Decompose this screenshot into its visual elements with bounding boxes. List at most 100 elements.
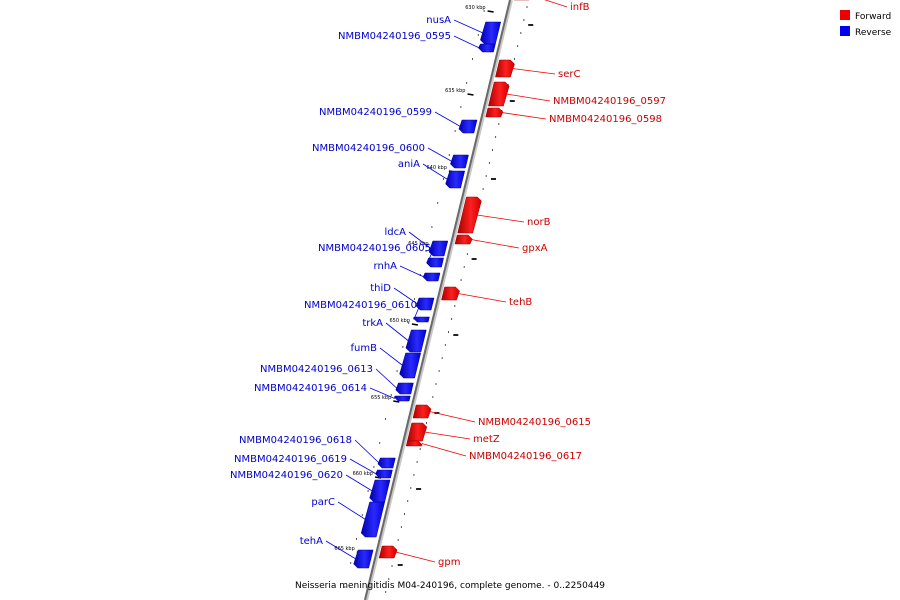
- track-dot: [517, 45, 519, 47]
- gene-leader-NMBM04240196_0618: [354, 439, 380, 464]
- gene-label-infB[interactable]: infB: [570, 2, 590, 13]
- tick-label: 640 kbp: [427, 165, 447, 171]
- gene-leader-aniA: [422, 163, 448, 180]
- genome-backbone: [364, 0, 511, 600]
- track-dash: [471, 258, 477, 260]
- gene-arrow-NMBM04240196_0617[interactable]: [405, 440, 423, 447]
- gene-arrow-NMBM04240196_0613[interactable]: [395, 382, 414, 395]
- gene-arrow-norB[interactable]: [457, 196, 482, 234]
- gene-label-NMBM04240196_0599[interactable]: NMBM04240196_0599: [319, 107, 432, 118]
- gene-leader-NMBM04240196_0619: [349, 458, 377, 475]
- track-dash: [416, 488, 422, 490]
- gene-label-NMBM04240196_0614[interactable]: NMBM04240196_0614: [254, 383, 367, 394]
- gene-arrow-gpxA[interactable]: [454, 234, 473, 245]
- gene-leader-NMBM04240196_0617: [421, 443, 467, 457]
- gene-label-aniA[interactable]: aniA: [398, 159, 420, 170]
- gene-arrow-NMBM04240196_0610[interactable]: [412, 316, 430, 323]
- track-dot: [463, 266, 465, 268]
- track-dot: [390, 394, 392, 396]
- gene-leader-NMBM04240196_0600: [427, 147, 453, 162]
- gene-label-NMBM04240196_0610[interactable]: NMBM04240196_0610: [304, 300, 417, 311]
- gene-label-NMBM04240196_0613[interactable]: NMBM04240196_0613: [260, 364, 373, 375]
- gene-arrow-NMBM04240196_0615[interactable]: [412, 404, 432, 419]
- gene-label-NMBM04240196_0617[interactable]: NMBM04240196_0617: [469, 451, 582, 462]
- gene-label-nusA[interactable]: nusA: [426, 15, 451, 26]
- gene-arrow-NMBM04240196_0599[interactable]: [458, 119, 478, 134]
- gene-leader-NMBM04240196_0605: [427, 247, 435, 263]
- gene-arrow-parC[interactable]: [360, 501, 386, 538]
- gene-label-NMBM04240196_0620[interactable]: NMBM04240196_0620: [230, 470, 343, 481]
- gene-arrow-fumB[interactable]: [399, 352, 422, 379]
- gene-leader-thiD: [393, 287, 418, 305]
- track-dot: [454, 130, 456, 132]
- track-dot: [441, 357, 443, 359]
- gene-label-fumB[interactable]: fumB: [351, 343, 378, 354]
- gene-arrow-trkA[interactable]: [405, 329, 427, 353]
- gene-label-metZ[interactable]: metZ: [473, 434, 500, 445]
- gene-label-NMBM04240196_0598[interactable]: NMBM04240196_0598: [549, 114, 662, 125]
- gene-arrow-thiD[interactable]: [415, 297, 435, 311]
- gene-arrow-rnhA[interactable]: [422, 272, 441, 282]
- gene-label-trkA[interactable]: trkA: [362, 318, 383, 329]
- gene-arrow-NMBM04240196_0600[interactable]: [450, 154, 469, 169]
- track-dot: [404, 513, 405, 515]
- gene-arrow-tehB[interactable]: [441, 286, 460, 301]
- tick-mark: [393, 400, 400, 403]
- gene-label-norB[interactable]: norB: [527, 217, 551, 228]
- gene-label-serC[interactable]: serC: [558, 69, 580, 80]
- track-dot: [361, 514, 363, 516]
- tick-label: 665 kbp: [334, 546, 354, 552]
- tick-label: 635 kbp: [445, 88, 465, 94]
- gene-arrow-NMBM04240196_0605[interactable]: [426, 257, 444, 268]
- track-dot: [396, 370, 398, 372]
- gene-arrow-gpm[interactable]: [378, 545, 398, 559]
- gene-labels: infB nusA NMBM04240196_0595 serC NMBM0424019…: [230, 0, 666, 568]
- gene-arrow-NMBM04240196_0595[interactable]: [478, 43, 496, 53]
- gene-arrow-NMBM04240196_0598[interactable]: [485, 107, 504, 118]
- gene-label-rnhA[interactable]: rnhA: [374, 261, 398, 272]
- gene-arrow-NMBM04240196_0618[interactable]: [377, 457, 396, 469]
- track-dot: [451, 318, 453, 320]
- gene-label-NMBM04240196_0615[interactable]: NMBM04240196_0615: [478, 417, 591, 428]
- gene-label-gpm[interactable]: gpm: [438, 557, 460, 568]
- gene-label-gpxA[interactable]: gpxA: [522, 243, 548, 254]
- gene-leader-NMBM04240196_0598: [501, 112, 547, 120]
- gene-label-NMBM04240196_0595[interactable]: NMBM04240196_0595: [338, 31, 451, 42]
- track-dot: [416, 461, 418, 463]
- gene-arrow-aniA[interactable]: [445, 170, 466, 189]
- gene-label-NMBM04240196_0597[interactable]: NMBM04240196_0597: [553, 96, 666, 107]
- track-dot: [443, 178, 444, 180]
- track-dot: [385, 418, 386, 420]
- gene-leader-NMBM04240196_0614: [369, 387, 395, 399]
- gene-label-tehA[interactable]: tehA: [300, 536, 323, 547]
- gene-label-thiD[interactable]: thiD: [370, 283, 391, 294]
- gene-label-parC[interactable]: parC: [311, 497, 335, 508]
- gene-label-tehB[interactable]: tehB: [509, 297, 532, 308]
- track-dash: [491, 178, 496, 180]
- gene-arrow-serC[interactable]: [495, 59, 515, 78]
- tick-mark: [411, 323, 419, 326]
- gene-label-NMBM04240196_0618[interactable]: NMBM04240196_0618: [239, 435, 352, 446]
- gene-leader-gpxA: [471, 239, 520, 249]
- gene-label-NMBM04240196_0605[interactable]: NMBM04240196_0605: [318, 243, 431, 254]
- track-dot: [477, 34, 479, 36]
- gene-label-NMBM04240196_0600[interactable]: NMBM04240196_0600: [312, 143, 425, 154]
- gene-arrow-NMBM04240196_0614[interactable]: [393, 395, 411, 402]
- track-dot: [413, 474, 415, 476]
- gene-arrow-ldcA[interactable]: [428, 240, 449, 257]
- gene-arrow-NMBM04240196_0597[interactable]: [488, 81, 510, 107]
- track-dot: [483, 10, 485, 12]
- gene-arrow-metZ[interactable]: [407, 422, 428, 442]
- track-dot: [402, 346, 404, 348]
- gene-arrow-NMBM04240196_0619[interactable]: [375, 469, 393, 479]
- gene-leader-ldcA: [408, 231, 432, 249]
- tick-mark: [487, 10, 494, 13]
- gene-leader-nusA: [453, 19, 484, 34]
- gene-label-NMBM04240196_0619[interactable]: NMBM04240196_0619: [234, 454, 347, 465]
- track-dot: [356, 538, 357, 540]
- gene-label-ldcA[interactable]: ldcA: [385, 227, 407, 238]
- gene-arrow-nusA[interactable]: [480, 21, 502, 45]
- gene-arrow-NMBM04240196_0620[interactable]: [369, 479, 391, 503]
- gene-arrow-tehA[interactable]: [353, 549, 374, 569]
